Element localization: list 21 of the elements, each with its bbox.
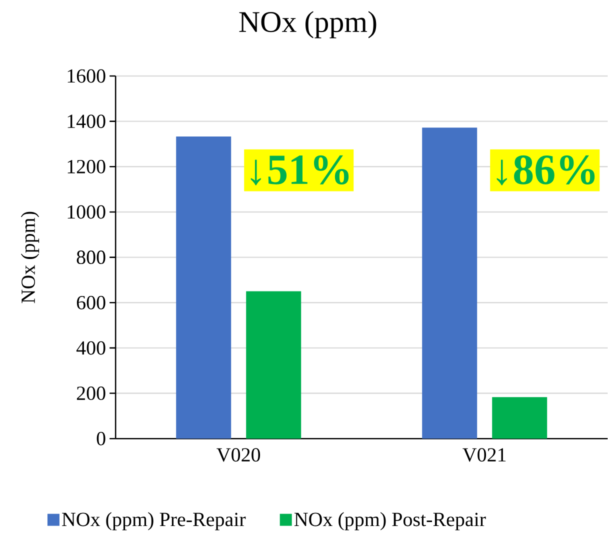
y-tick-label: 1200 <box>68 160 106 174</box>
x-tick-label: V020 <box>216 448 260 462</box>
y-tick-label: 200 <box>76 386 106 400</box>
annotation: ↓51% <box>250 155 349 186</box>
y-tick-label: 600 <box>76 296 106 310</box>
bar <box>176 136 232 439</box>
y-tick-label: 1400 <box>68 114 106 128</box>
bar <box>492 397 548 439</box>
y-tick-label: 800 <box>76 250 106 264</box>
legend-label: NOx (ppm) Post-Repair <box>294 512 486 530</box>
y-axis-title: NOx (ppm) <box>20 212 40 304</box>
y-tick-label: 400 <box>76 341 106 355</box>
y-tick-label: 0 <box>96 432 106 446</box>
y-tick-label: 1000 <box>68 205 106 219</box>
annotation: ↓86% <box>496 155 595 186</box>
x-tick-label: V021 <box>462 448 506 462</box>
bar <box>246 291 302 439</box>
bar <box>422 128 478 439</box>
legend-label: NOx (ppm) Pre-Repair <box>62 512 246 530</box>
y-tick-label: 1600 <box>68 69 106 83</box>
chart-title: NOx (ppm) <box>239 11 376 38</box>
